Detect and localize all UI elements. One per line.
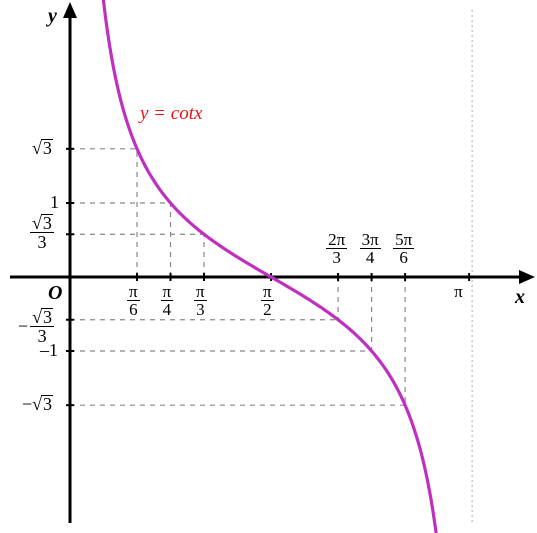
xlabel-pi6: π6 — [127, 283, 140, 318]
ylabel-neg1: –1 — [40, 341, 58, 359]
xlabel-pi4: π4 — [161, 283, 174, 318]
xlabel-3pi4: 3π4 — [360, 231, 381, 266]
equation-label: y = cotx — [140, 104, 202, 123]
xlabel-pi: π — [454, 283, 463, 300]
chart-svg — [0, 0, 537, 533]
origin-label: O — [48, 283, 62, 303]
ylabel-sqrt3over3: √33 — [30, 214, 54, 251]
y-axis-label: y — [48, 6, 57, 26]
cot-curve — [103, 0, 438, 533]
ylabel-1: 1 — [50, 193, 59, 211]
x-axis-label: x — [515, 287, 525, 307]
xlabel-5pi6: 5π6 — [393, 231, 414, 266]
y-axis-arrow — [63, 2, 77, 18]
chart-container: yxOy = cotx√31√33−√33–1−√3π6π4π3π22π33π4… — [0, 0, 537, 533]
ylabel-neg-sqrt3: −√3 — [22, 395, 52, 413]
xlabel-pi3: π3 — [194, 283, 207, 318]
ylabel-sqrt3: √3 — [32, 139, 52, 157]
xlabel-2pi3: 2π3 — [326, 231, 347, 266]
x-axis-arrow — [519, 270, 535, 284]
xlabel-pi2: π2 — [261, 283, 274, 318]
